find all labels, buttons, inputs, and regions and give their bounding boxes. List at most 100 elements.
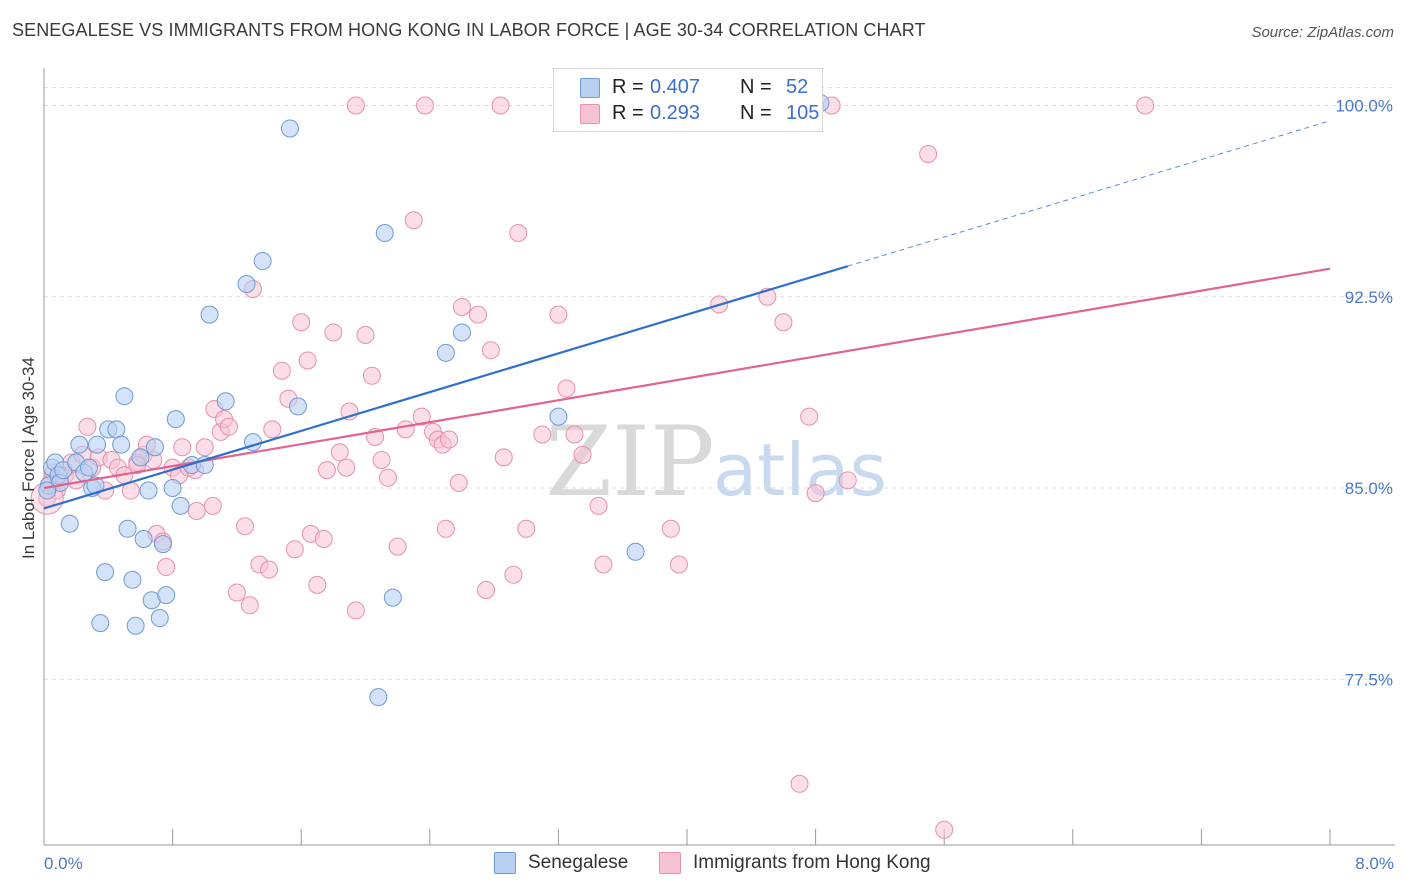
data-point-immigrants-hong-kong bbox=[494, 448, 513, 467]
data-point-senegalese bbox=[166, 410, 185, 429]
data-point-immigrants-hong-kong bbox=[504, 565, 523, 584]
series-immigrants-hong-kong-points bbox=[30, 96, 1155, 839]
data-point-immigrants-hong-kong bbox=[594, 555, 613, 574]
data-point-senegalese bbox=[96, 563, 115, 582]
data-point-immigrants-hong-kong bbox=[517, 519, 536, 538]
data-point-senegalese bbox=[171, 496, 190, 515]
y-axis-label: In Labor Force | Age 30-34 bbox=[19, 357, 38, 559]
data-point-immigrants-hong-kong bbox=[324, 323, 343, 342]
data-point-immigrants-hong-kong bbox=[78, 417, 97, 436]
data-point-immigrants-hong-kong bbox=[573, 445, 592, 464]
data-point-immigrants-hong-kong bbox=[806, 484, 825, 503]
grid-layer bbox=[44, 87, 1395, 680]
data-point-senegalese bbox=[150, 609, 169, 628]
data-point-senegalese bbox=[163, 479, 182, 497]
data-point-immigrants-hong-kong bbox=[219, 417, 238, 436]
data-point-senegalese bbox=[280, 119, 299, 138]
legend-label-senegalese: Senegalese bbox=[528, 852, 629, 873]
data-point-immigrants-hong-kong bbox=[452, 297, 471, 316]
data-point-immigrants-hong-kong bbox=[272, 361, 291, 380]
axis-layer: 77.5% 85.0% 92.5% 100.0% bbox=[43, 68, 1395, 846]
data-point-senegalese bbox=[237, 275, 256, 293]
data-point-immigrants-hong-kong bbox=[157, 558, 176, 577]
data-point-immigrants-hong-kong bbox=[285, 540, 304, 559]
data-point-immigrants-hong-kong bbox=[565, 425, 584, 444]
stats-legend: R = 0.407 N = 52 R = 0.293 N = 105 bbox=[553, 68, 823, 132]
data-point-immigrants-hong-kong bbox=[298, 351, 317, 370]
data-point-immigrants-hong-kong bbox=[346, 601, 365, 620]
y-tick-label: 100.0% bbox=[1335, 97, 1393, 116]
data-point-senegalese bbox=[60, 514, 79, 533]
legend-swatch-blue bbox=[580, 78, 600, 98]
data-point-senegalese bbox=[123, 570, 142, 589]
data-point-senegalese bbox=[153, 535, 172, 554]
data-point-immigrants-hong-kong bbox=[661, 519, 680, 538]
data-point-immigrants-hong-kong bbox=[227, 583, 246, 602]
data-point-senegalese bbox=[383, 588, 402, 607]
legend-item-senegalese[interactable]: Senegalese bbox=[494, 852, 628, 874]
data-point-senegalese bbox=[107, 420, 126, 439]
data-point-senegalese bbox=[436, 343, 455, 362]
data-point-immigrants-hong-kong bbox=[533, 425, 552, 444]
data-point-senegalese bbox=[88, 435, 107, 454]
data-point-senegalese bbox=[115, 387, 134, 406]
data-point-immigrants-hong-kong bbox=[440, 430, 459, 449]
data-point-senegalese bbox=[112, 435, 131, 454]
data-point-immigrants-hong-kong bbox=[935, 820, 954, 839]
data-point-immigrants-hong-kong bbox=[379, 468, 398, 487]
x-tick-label-max: 8.0% bbox=[1355, 854, 1394, 873]
trend-line-senegalese-extension bbox=[847, 120, 1331, 267]
data-point-immigrants-hong-kong bbox=[415, 96, 434, 115]
data-point-immigrants-hong-kong bbox=[412, 407, 431, 426]
data-point-immigrants-hong-kong bbox=[509, 224, 528, 242]
data-point-immigrants-hong-kong bbox=[362, 366, 381, 385]
data-point-immigrants-hong-kong bbox=[1136, 96, 1155, 115]
data-point-immigrants-hong-kong bbox=[669, 555, 688, 574]
data-point-immigrants-hong-kong bbox=[260, 560, 279, 579]
legend-item-hong-kong[interactable]: Immigrants from Hong Kong bbox=[659, 852, 931, 874]
data-point-senegalese bbox=[91, 614, 110, 633]
data-point-immigrants-hong-kong bbox=[292, 313, 311, 332]
data-point-senegalese bbox=[131, 448, 150, 467]
data-point-senegalese bbox=[216, 392, 235, 411]
legend-label-hong-kong: Immigrants from Hong Kong bbox=[693, 852, 931, 873]
series-senegalese-points bbox=[38, 93, 830, 707]
data-point-senegalese bbox=[157, 586, 176, 605]
data-point-immigrants-hong-kong bbox=[372, 450, 391, 469]
data-point-immigrants-hong-kong bbox=[235, 517, 254, 536]
data-point-immigrants-hong-kong bbox=[800, 407, 819, 426]
x-tick-label-min: 0.0% bbox=[44, 854, 83, 873]
data-point-immigrants-hong-kong bbox=[838, 471, 857, 490]
y-tick-label: 92.5% bbox=[1345, 288, 1393, 307]
data-point-senegalese bbox=[626, 542, 645, 561]
data-point-immigrants-hong-kong bbox=[173, 438, 192, 457]
data-point-senegalese bbox=[70, 435, 89, 454]
data-point-immigrants-hong-kong bbox=[308, 575, 327, 594]
legend-n-value: 105 bbox=[786, 101, 820, 124]
data-point-senegalese bbox=[288, 397, 307, 416]
data-point-immigrants-hong-kong bbox=[491, 96, 510, 115]
trend-line-senegalese bbox=[43, 265, 849, 510]
data-point-immigrants-hong-kong bbox=[203, 496, 222, 515]
watermark-zip: ZIP bbox=[545, 406, 714, 518]
series-legend: Senegalese Immigrants from Hong Kong bbox=[0, 852, 1406, 878]
data-point-senegalese bbox=[80, 458, 99, 477]
legend-row-hong-kong: R = 0.293 N = 105 bbox=[580, 101, 830, 125]
data-point-immigrants-hong-kong bbox=[346, 96, 365, 115]
data-point-senegalese bbox=[549, 407, 568, 426]
y-tick-label: 85.0% bbox=[1345, 479, 1393, 498]
trend-line-immigrants-hong-kong bbox=[43, 267, 1331, 490]
data-point-senegalese bbox=[145, 438, 164, 457]
data-point-senegalese bbox=[452, 323, 471, 342]
legend-r-value: 0.407 bbox=[650, 75, 701, 98]
y-tick-label: 77.5% bbox=[1345, 670, 1393, 689]
legend-n-label: N = bbox=[740, 101, 772, 124]
data-point-immigrants-hong-kong bbox=[557, 379, 576, 398]
data-point-senegalese bbox=[375, 224, 394, 242]
data-point-immigrants-hong-kong bbox=[919, 144, 938, 163]
data-point-immigrants-hong-kong bbox=[356, 326, 375, 344]
data-point-immigrants-hong-kong bbox=[549, 305, 568, 324]
watermark-atlas: atlas bbox=[713, 428, 887, 512]
data-point-immigrants-hong-kong bbox=[477, 581, 496, 599]
